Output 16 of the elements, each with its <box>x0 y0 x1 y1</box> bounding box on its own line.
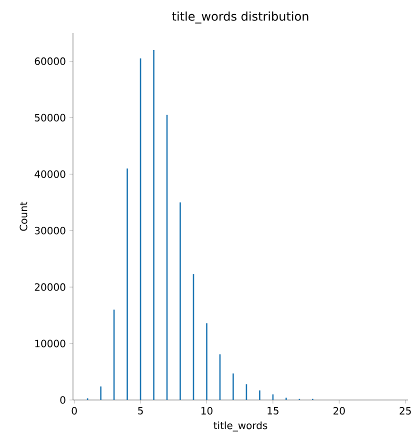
y-axis-title: Count <box>20 202 28 231</box>
x-tick-label: 5 <box>138 407 143 414</box>
y-tick-label: 50000 <box>34 114 66 122</box>
y-tick-label: 30000 <box>34 226 66 234</box>
x-axis-title: title_words <box>214 421 268 432</box>
x-tick-label: 0 <box>72 407 77 415</box>
y-tick-label: 10000 <box>35 340 66 348</box>
x-tick-label: 20 <box>334 407 345 415</box>
y-tick-label: 40000 <box>34 170 66 178</box>
x-tick-label: 10 <box>201 407 212 415</box>
y-tick-label: 60000 <box>34 57 66 66</box>
x-tick-label: 15 <box>268 407 278 414</box>
y-tick-label: 0 <box>60 396 66 404</box>
x-tick-label: 25 <box>400 407 411 415</box>
y-tick-label: 20000 <box>34 283 66 291</box>
chart-title: title_words distribution <box>172 12 308 24</box>
